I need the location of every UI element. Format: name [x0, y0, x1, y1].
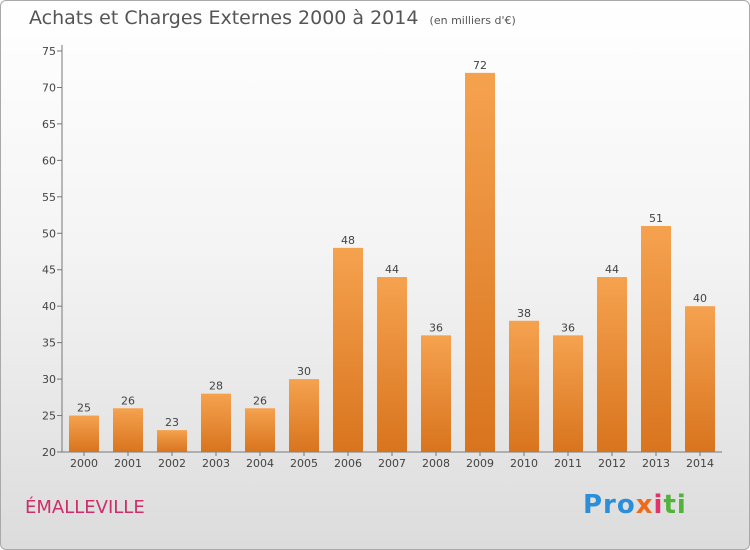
- bar-value-label: 25: [77, 402, 91, 415]
- chart-subtitle: (en milliers d'€): [429, 14, 516, 27]
- bar-value-label: 26: [121, 394, 135, 407]
- value-labels: 25 26 23 28 26 30 48 44 36 72 38 36 44 51 40: [77, 59, 707, 429]
- x-tick-label: 2002: [158, 457, 186, 470]
- y-tick-label: 65: [42, 118, 56, 131]
- x-tick-label: 2013: [642, 457, 670, 470]
- y-tick-label: 75: [42, 45, 56, 58]
- logo-part-4: ti: [663, 490, 687, 520]
- bar-value-label: 36: [561, 321, 575, 334]
- bar-value-label: 51: [649, 212, 663, 225]
- bar: [421, 335, 451, 452]
- bar: [685, 306, 715, 452]
- logo-part-2: x: [635, 490, 654, 520]
- bar: [289, 379, 319, 452]
- x-tick-label: 2011: [554, 457, 582, 470]
- bar: [553, 335, 583, 452]
- bar-value-label: 40: [693, 292, 707, 305]
- bar-value-label: 72: [473, 59, 487, 72]
- bar: [157, 430, 187, 452]
- x-tick-label: 2006: [334, 457, 362, 470]
- x-tick-label: 2001: [114, 457, 142, 470]
- proxiti-logo[interactable]: Proxiti: [583, 490, 687, 520]
- bar: [641, 225, 671, 452]
- y-tick-label: 25: [42, 410, 56, 423]
- bar-value-label: 26: [253, 394, 267, 407]
- logo-part-1: Pro: [583, 490, 636, 520]
- y-tick-label: 50: [42, 227, 56, 240]
- chart-title-main: Achats et Charges Externes 2000 à 2014: [29, 7, 419, 29]
- chart-title: Achats et Charges Externes 2000 à 2014 (…: [29, 7, 516, 29]
- x-tick-label: 2009: [466, 457, 494, 470]
- bar-value-label: 48: [341, 234, 355, 247]
- y-tick-label: 30: [42, 373, 56, 386]
- x-tick-label: 2012: [598, 457, 626, 470]
- x-tick-label: 2000: [70, 457, 98, 470]
- x-tick-label: 2010: [510, 457, 538, 470]
- bar-value-label: 44: [605, 263, 619, 276]
- bar: [509, 320, 539, 452]
- x-tick-label: 2014: [686, 457, 714, 470]
- bar-value-label: 44: [385, 263, 399, 276]
- x-tick-label: 2005: [290, 457, 318, 470]
- bar: [201, 393, 231, 452]
- bar-value-label: 36: [429, 321, 443, 334]
- x-tick-label: 2007: [378, 457, 406, 470]
- bars: [69, 72, 715, 452]
- bar: [333, 247, 363, 452]
- commune-name: ÉMALLEVILLE: [25, 497, 145, 518]
- logo-part-3: i: [653, 490, 664, 520]
- bar-value-label: 38: [517, 307, 531, 320]
- bar: [465, 72, 495, 452]
- x-tick-label: 2003: [202, 457, 230, 470]
- y-tick-label: 70: [42, 81, 56, 94]
- bar: [597, 277, 627, 452]
- x-tick-label: 2008: [422, 457, 450, 470]
- bar-value-label: 30: [297, 365, 311, 378]
- bar: [245, 408, 275, 452]
- y-tick-label: 35: [42, 337, 56, 350]
- bar: [113, 408, 143, 452]
- bar: [69, 415, 99, 452]
- bar: [377, 277, 407, 452]
- y-tick-label: 45: [42, 264, 56, 277]
- y-tick-label: 60: [42, 154, 56, 167]
- y-tick-label: 20: [42, 446, 56, 459]
- x-tick-label: 2004: [246, 457, 274, 470]
- bar-value-label: 28: [209, 380, 223, 393]
- bar-value-label: 23: [165, 416, 179, 429]
- y-tick-label: 55: [42, 191, 56, 204]
- y-tick-label: 40: [42, 300, 56, 313]
